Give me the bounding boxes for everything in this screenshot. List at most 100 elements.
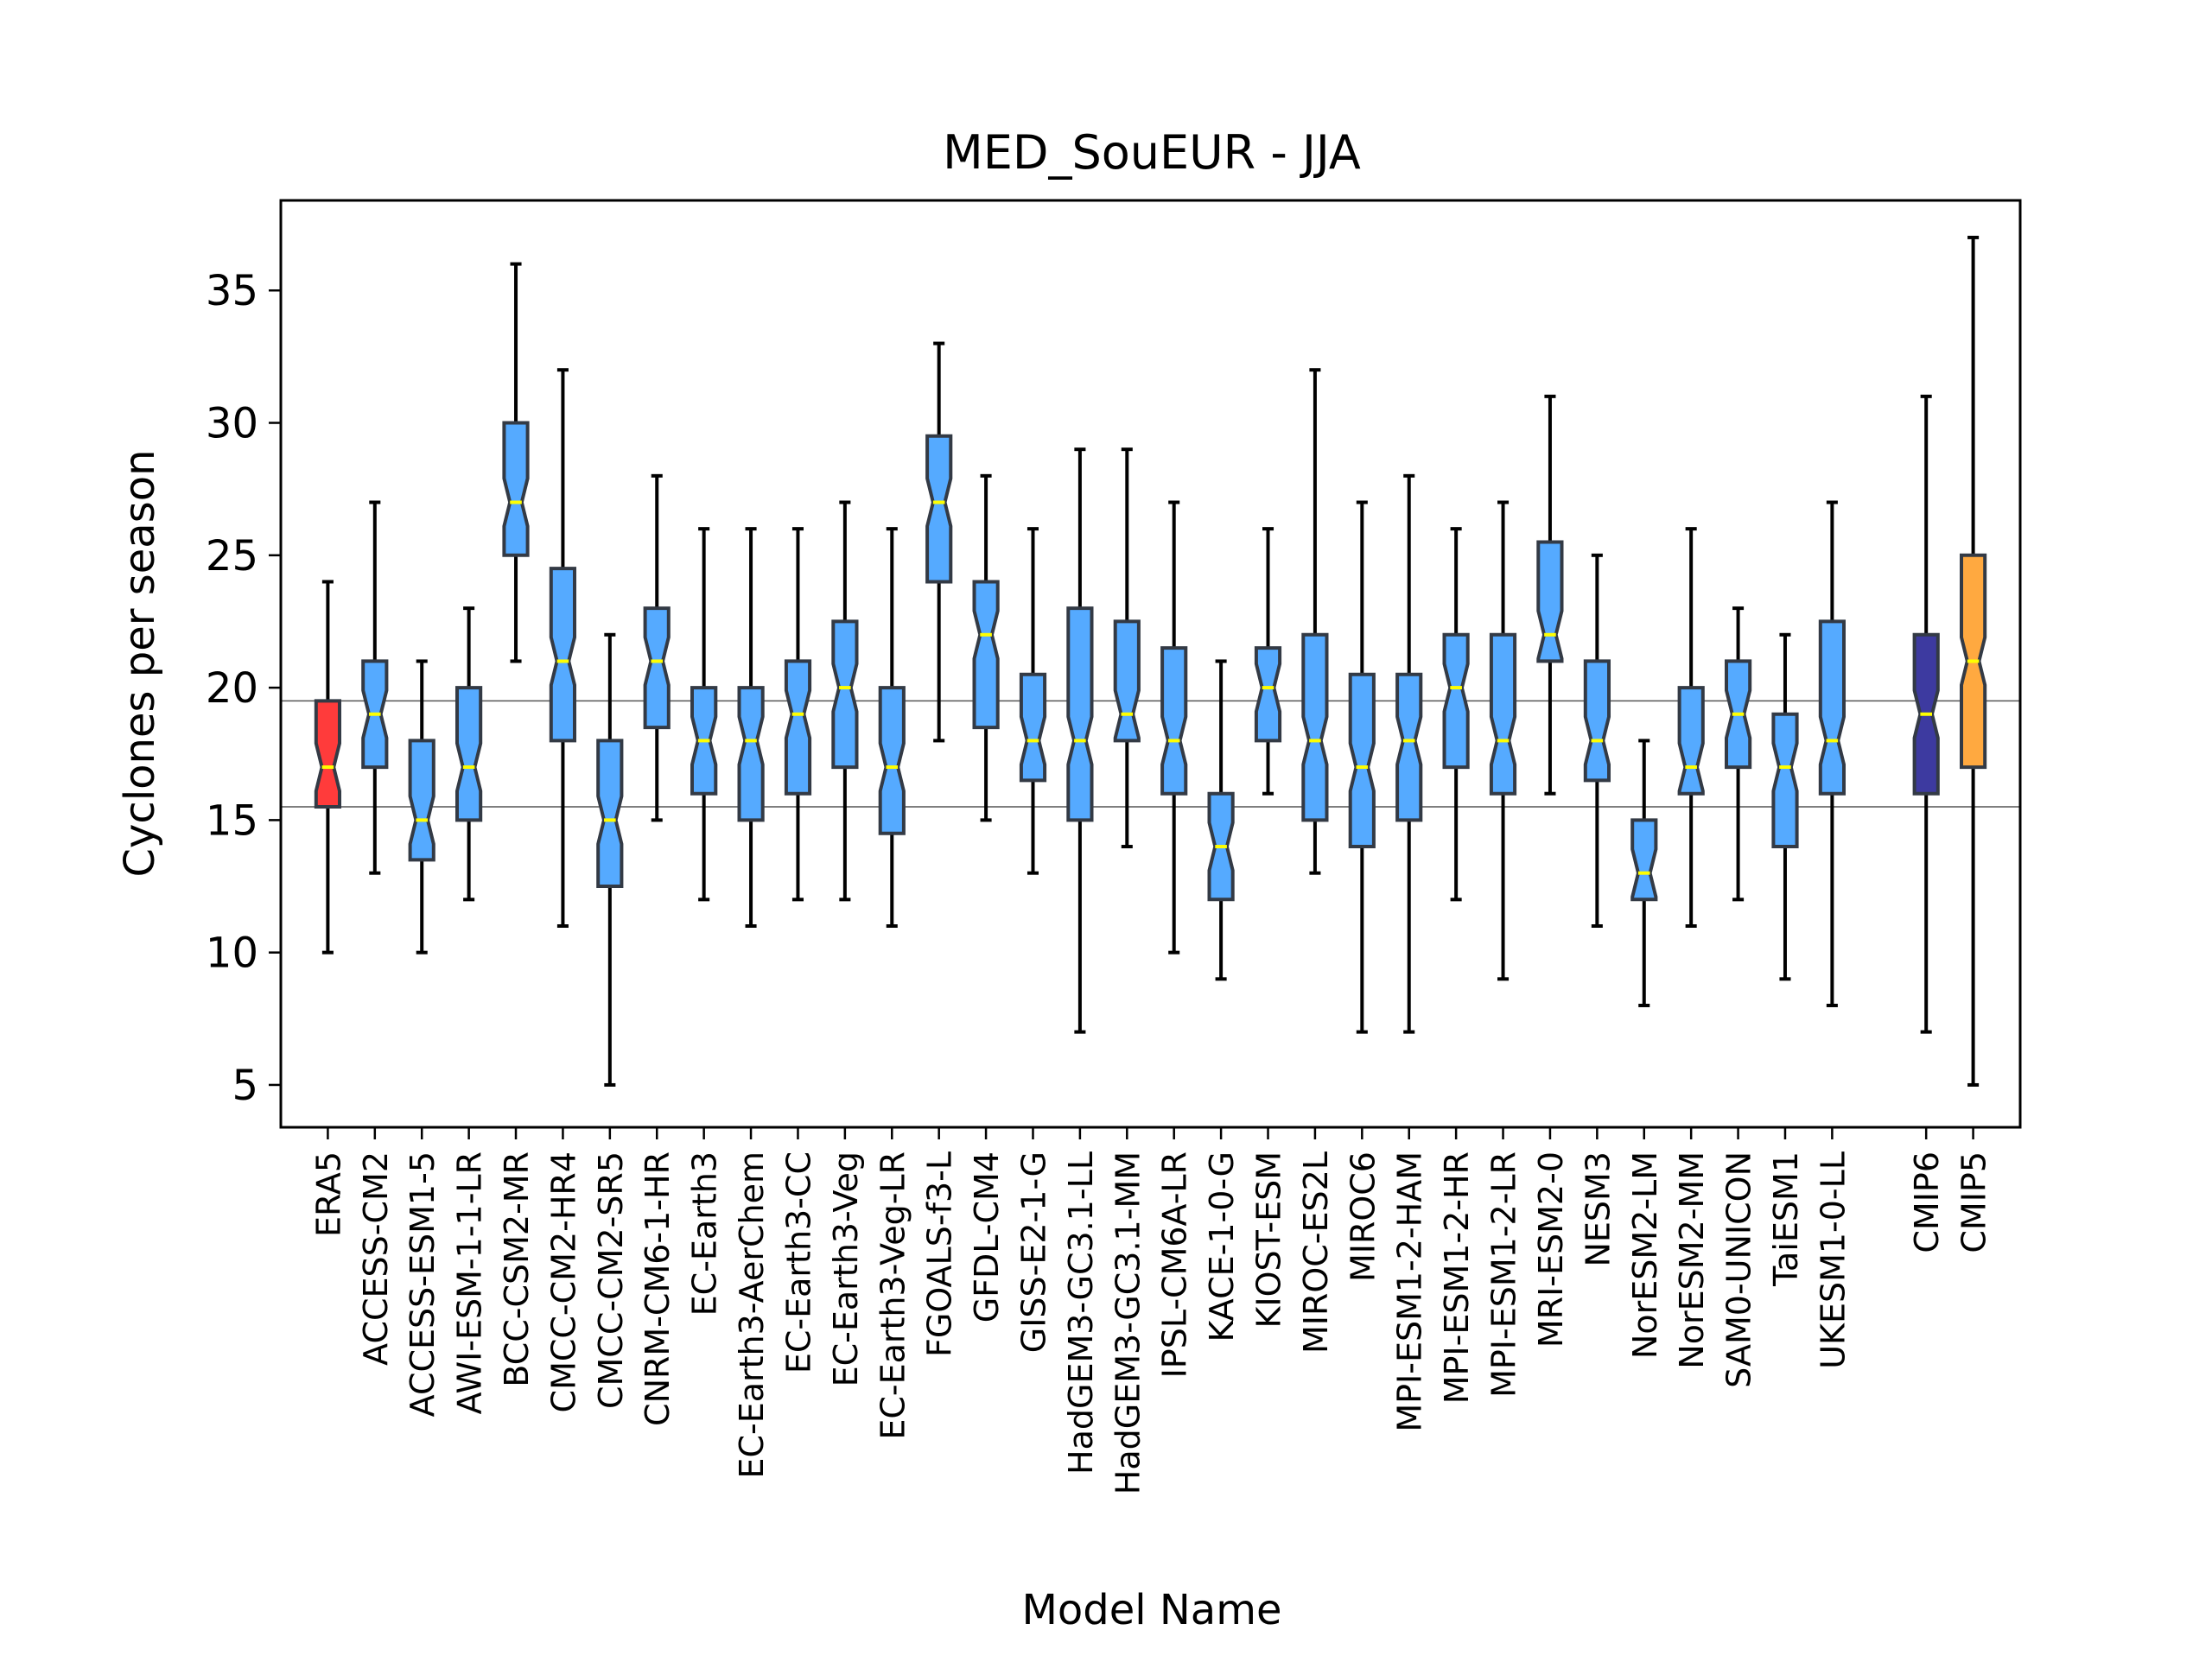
plot-area: 5 10 15 20 25 30 35 ERA5 ACCESS-CM2 ACCESS-ESM1-5… bbox=[206, 199, 2022, 1494]
x-tick-label: KIOST-ESM bbox=[1250, 1151, 1288, 1329]
box-ec-earth3-aerchem bbox=[737, 527, 765, 929]
box-access-cm2 bbox=[361, 500, 389, 875]
box-body bbox=[1301, 632, 1329, 822]
x-tick-label: HadGEM3-GC3.1-MM bbox=[1109, 1151, 1147, 1494]
box-body bbox=[1630, 818, 1658, 902]
box-body bbox=[408, 739, 435, 862]
x-tick-label: FGOALS-f3-L bbox=[921, 1151, 959, 1357]
y-tick-label: 20 bbox=[206, 664, 258, 713]
box-mpi-esm1-2-hr bbox=[1442, 527, 1470, 902]
box-miroc6 bbox=[1348, 500, 1376, 1034]
box-ec-earth3-cc bbox=[784, 527, 812, 902]
box-ec-earth3 bbox=[690, 527, 718, 902]
box-body bbox=[972, 580, 1000, 730]
box-ipsl-cm6a-lr bbox=[1160, 500, 1188, 955]
x-tick-label: EC-Earth3-Veg-LR bbox=[874, 1151, 912, 1440]
box-body bbox=[643, 606, 671, 730]
box-noresm2-lm bbox=[1630, 739, 1658, 1007]
x-tick-label: CMIP5 bbox=[1955, 1151, 1993, 1253]
box-ec-earth3-veg-lr bbox=[878, 527, 906, 929]
x-tick-label: AWI-ESM-1-1-LR bbox=[451, 1151, 489, 1414]
box-body bbox=[878, 686, 906, 835]
x-tick-label: CNRM-CM6-1-HR bbox=[639, 1151, 677, 1426]
x-tick-label: TaiESM1 bbox=[1767, 1151, 1805, 1287]
x-tick-label: EC-Earth3-AerChem bbox=[733, 1151, 771, 1479]
box-body bbox=[925, 434, 953, 584]
box-body bbox=[1818, 619, 1846, 796]
chart-title: MED_SouEUR - JJA bbox=[943, 125, 1361, 180]
box-sam0-unicon bbox=[1725, 606, 1752, 902]
y-tick-label: 25 bbox=[206, 532, 258, 580]
box-cmip5 bbox=[1960, 235, 1987, 1087]
box-body bbox=[1442, 632, 1470, 770]
box-era5 bbox=[314, 580, 341, 955]
x-tick-label: NorESM2-MM bbox=[1673, 1151, 1711, 1369]
x-tick-label: IPSL-CM6A-LR bbox=[1156, 1151, 1194, 1378]
box-body bbox=[737, 686, 765, 822]
box-hadgem3-gc3-1-ll bbox=[1066, 447, 1094, 1034]
x-tick-label: MIROC6 bbox=[1344, 1151, 1382, 1282]
box-fgoals-f3-l bbox=[925, 341, 953, 743]
box-cnrm-cm6-1-hr bbox=[643, 473, 671, 822]
box-body bbox=[596, 739, 624, 888]
x-tick-label: MIROC-ES2L bbox=[1297, 1151, 1335, 1354]
x-tick-label: GISS-E2-1-G bbox=[1014, 1151, 1052, 1353]
box-mri-esm2-0 bbox=[1536, 394, 1564, 796]
box-noresm2-mm bbox=[1677, 527, 1705, 929]
x-tick-label: EC-Earth3-CC bbox=[779, 1151, 817, 1373]
box-cmcc-cm2-sr5 bbox=[596, 632, 624, 1087]
box-hadgem3-gc3-1-mm bbox=[1113, 447, 1141, 849]
box-nesm3 bbox=[1583, 553, 1611, 929]
box-kace-1-0-g bbox=[1207, 659, 1235, 981]
x-tick-label: CMCC-CM2-SR5 bbox=[592, 1151, 630, 1409]
box-body bbox=[1536, 540, 1564, 663]
box-body bbox=[1113, 619, 1141, 743]
box-cmip6 bbox=[1912, 394, 1940, 1034]
box-body bbox=[1254, 646, 1282, 743]
box-body bbox=[1395, 672, 1423, 822]
x-tick-label: NESM3 bbox=[1579, 1151, 1617, 1267]
box-body bbox=[502, 421, 530, 557]
x-tick-label: ERA5 bbox=[309, 1151, 347, 1237]
box-body bbox=[1066, 606, 1094, 822]
x-tick-label: CMIP6 bbox=[1908, 1151, 1946, 1253]
box-taiesm1 bbox=[1771, 632, 1799, 981]
box-body bbox=[1677, 686, 1705, 796]
y-tick-label: 35 bbox=[206, 267, 258, 315]
box-giss-e2-1-g bbox=[1019, 527, 1047, 875]
y-tick-label: 15 bbox=[206, 796, 258, 845]
x-tick-label: MRI-ESM2-0 bbox=[1532, 1151, 1570, 1348]
x-tick-label: UKESM1-0-LL bbox=[1814, 1151, 1852, 1369]
box-cmcc-cm2-hr4 bbox=[549, 368, 576, 929]
box-ec-earth3-veg bbox=[831, 500, 859, 902]
box-mpi-esm1-2-lr bbox=[1489, 500, 1517, 981]
box-miroc-es2l bbox=[1301, 368, 1329, 875]
x-tick-label: SAM0-UNICON bbox=[1720, 1151, 1758, 1388]
x-tick-label: BCC-CSM2-MR bbox=[498, 1151, 536, 1387]
box-bcc-csm2-mr bbox=[502, 262, 530, 663]
x-tick-label: ACCESS-ESM1-5 bbox=[404, 1151, 442, 1417]
box-gfdl-cm4 bbox=[972, 473, 1000, 822]
box-body bbox=[455, 686, 483, 822]
box-body bbox=[1771, 712, 1799, 848]
x-axis-label: Model Name bbox=[1022, 1586, 1282, 1634]
x-tick-label: GFDL-CM4 bbox=[968, 1151, 1006, 1323]
box-body bbox=[1019, 672, 1047, 783]
box-awi-esm-1-1-lr bbox=[455, 606, 483, 902]
box-body bbox=[831, 619, 859, 770]
x-tick-label: EC-Earth3-Veg bbox=[827, 1151, 865, 1386]
box-body bbox=[314, 699, 341, 809]
box-body bbox=[1489, 632, 1517, 796]
x-tick-label: ACCESS-CM2 bbox=[357, 1151, 395, 1366]
plot-frame bbox=[279, 199, 2022, 1129]
box-body bbox=[549, 567, 576, 743]
y-tick-label: 30 bbox=[206, 400, 258, 448]
x-tick-label: CMCC-CM2-HR4 bbox=[544, 1151, 582, 1412]
box-body bbox=[1348, 672, 1376, 848]
x-tick-label: MPI-ESM1-2-HR bbox=[1438, 1151, 1476, 1404]
x-tick-label: EC-Earth3 bbox=[686, 1151, 724, 1316]
y-tick-label: 10 bbox=[206, 929, 258, 978]
